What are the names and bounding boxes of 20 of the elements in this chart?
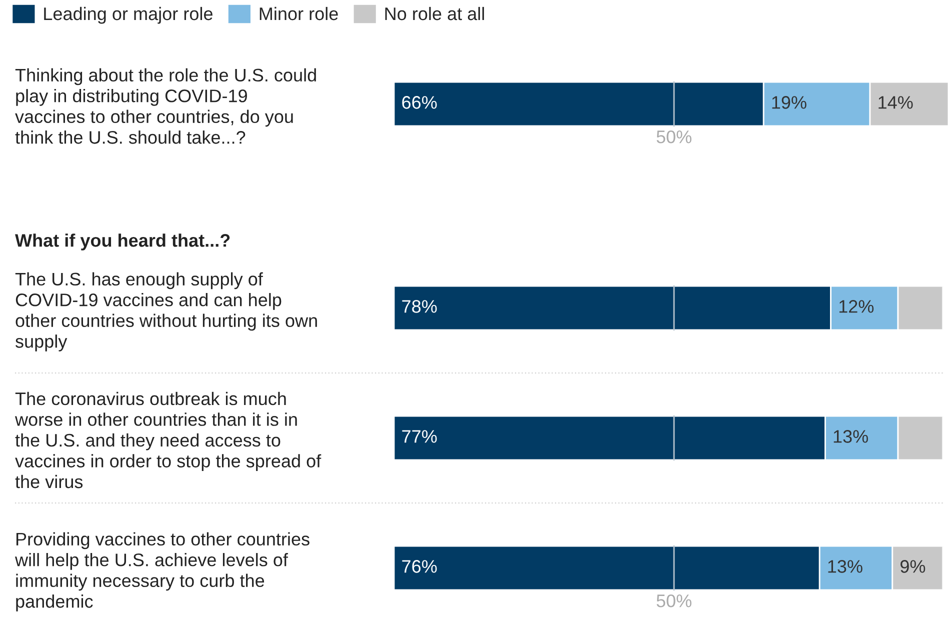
legend-label: Leading or major role — [44, 6, 212, 24]
data-label: 66% — [402, 96, 437, 109]
y-tick-label: Thinking about the role the U.S. could play in distributing COVID-19 vaccines to other countries, do you think the U.S. should take...? — [15, 68, 316, 144]
ref-line-label: 50% — [656, 594, 692, 608]
data-label: 14% — [878, 96, 913, 109]
data-label: 76% — [402, 560, 437, 573]
data-label: 13% — [834, 430, 868, 443]
text: What if you heard that...? — [15, 234, 230, 250]
data-label: 19% — [772, 96, 806, 109]
y-tick-label: The coronavirus outbreak is much worse in other countries than it is in the U.S. and they need access to vaccines in order to stop the spread of the virus — [14, 392, 322, 488]
data-label: 78% — [402, 300, 437, 313]
legend-label: Minor role — [260, 6, 338, 20]
data-label: 12% — [839, 300, 874, 313]
y-tick-label: Providing vaccines to other countries will help the U.S. achieve levels of immunity necessary to curb the pandemic — [14, 532, 310, 612]
y-tick-label: The U.S. has enough supply of COVID-19 vaccines and can help other countries without hurting its own supply — [15, 272, 317, 352]
legend-label: No role at all — [385, 6, 484, 20]
data-label: 9% — [900, 560, 926, 573]
ref-line-label: 50% — [656, 130, 692, 144]
data-label: 13% — [828, 560, 862, 573]
data-label: 77% — [402, 430, 437, 443]
